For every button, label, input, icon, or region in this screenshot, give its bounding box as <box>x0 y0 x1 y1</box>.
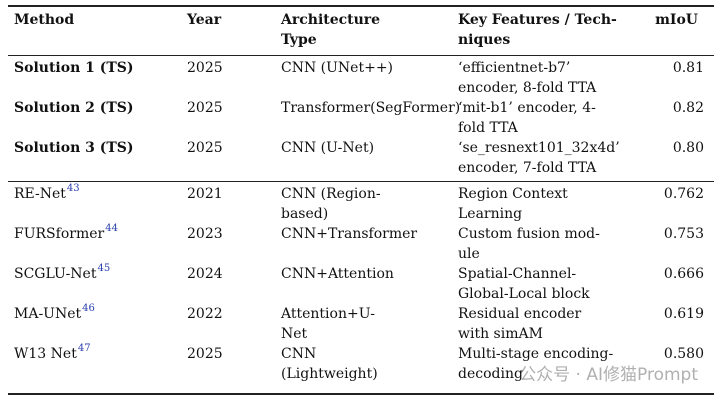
features-cell: fold TTA <box>458 120 518 136</box>
year-cell: 2024 <box>187 266 223 282</box>
year-cell: 2025 <box>187 140 223 156</box>
year-cell: 2025 <box>187 60 223 76</box>
features-cell: ‘efficientnet-b7’ <box>458 60 571 76</box>
miou-cell: 0.666 <box>663 266 704 282</box>
header-cell: mIoU <box>655 12 698 28</box>
features-cell: Custom fusion mod- <box>458 226 600 242</box>
architecture-cell: Attention+U- <box>281 306 375 322</box>
features-cell: Multi-stage encoding- <box>458 346 614 362</box>
architecture-cell: CNN+Attention <box>281 266 394 282</box>
architecture-cell: CNN <box>281 346 317 362</box>
architecture-cell: Net <box>281 326 308 342</box>
miou-cell: 0.619 <box>663 306 704 322</box>
method-cell: Solution 1 (TS) <box>14 60 134 76</box>
top-rule <box>8 5 714 7</box>
method-cell: FURSformer <box>14 226 105 242</box>
reference: 47 <box>77 343 91 354</box>
method-cell: Solution 3 (TS) <box>14 140 134 156</box>
bottom-rule <box>8 393 714 395</box>
header-cell: Type <box>281 32 317 48</box>
header-cell: Architecture <box>281 12 381 28</box>
method-cell: Solution 2 (TS) <box>14 100 134 116</box>
method-cell: SCGLU-Net <box>14 266 97 282</box>
year-cell: 2022 <box>187 306 223 322</box>
year-cell: 2023 <box>187 226 223 242</box>
reference: 43 <box>66 183 80 194</box>
architecture-cell: CNN (Region- <box>281 186 381 202</box>
year-cell: 2025 <box>187 346 223 362</box>
header-rule <box>8 55 714 56</box>
features-cell: decoding <box>458 366 523 382</box>
features-cell: encoder, 8-fold TTA <box>458 80 597 96</box>
year-cell: 2021 <box>187 186 223 202</box>
method-cell: W13 Net <box>14 346 77 362</box>
miou-cell: 0.580 <box>663 346 704 362</box>
method-cell: MA-UNet <box>14 306 82 322</box>
header-cell: Year <box>187 12 222 28</box>
method-cell: RE-Net <box>14 186 66 202</box>
features-cell: Learning <box>458 206 523 222</box>
features-cell: encoder, 7-fold TTA <box>458 160 597 176</box>
features-cell: ‘se_resnext101_32x4d’ <box>458 140 620 156</box>
reference: 45 <box>97 263 111 274</box>
architecture-cell: CNN (U-Net) <box>281 140 375 156</box>
watermark: 公众号 · AI修猫Prompt <box>519 365 698 385</box>
miou-cell: 0.753 <box>663 226 704 242</box>
features-cell: ‘mit-b1’ encoder, 4- <box>458 100 596 116</box>
header-cell: Method <box>14 12 75 28</box>
features-cell: Region Context <box>458 186 568 202</box>
miou-cell: 0.81 <box>672 60 704 76</box>
reference: 46 <box>82 303 95 314</box>
section-rule <box>8 181 714 182</box>
miou-cell: 0.80 <box>672 140 704 156</box>
features-cell: ule <box>458 246 480 262</box>
header-cell: niques <box>458 32 511 48</box>
architecture-cell: based) <box>281 206 329 222</box>
features-cell: Spatial-Channel- <box>458 266 577 282</box>
architecture-cell: CNN+Transformer <box>281 226 418 242</box>
miou-cell: 0.82 <box>672 100 704 116</box>
architecture-cell: Transformer(SegFormer) <box>281 100 461 116</box>
reference: 44 <box>105 223 118 234</box>
header-cell: Key Features / Tech- <box>458 12 617 28</box>
features-cell: with simAM <box>458 326 543 342</box>
features-cell: Global-Local block <box>458 286 590 302</box>
miou-cell: 0.762 <box>663 186 704 202</box>
features-cell: Residual encoder <box>458 306 582 322</box>
year-cell: 2025 <box>187 100 223 116</box>
architecture-cell: (Lightweight) <box>281 366 378 382</box>
architecture-cell: CNN (UNet++) <box>281 60 394 76</box>
